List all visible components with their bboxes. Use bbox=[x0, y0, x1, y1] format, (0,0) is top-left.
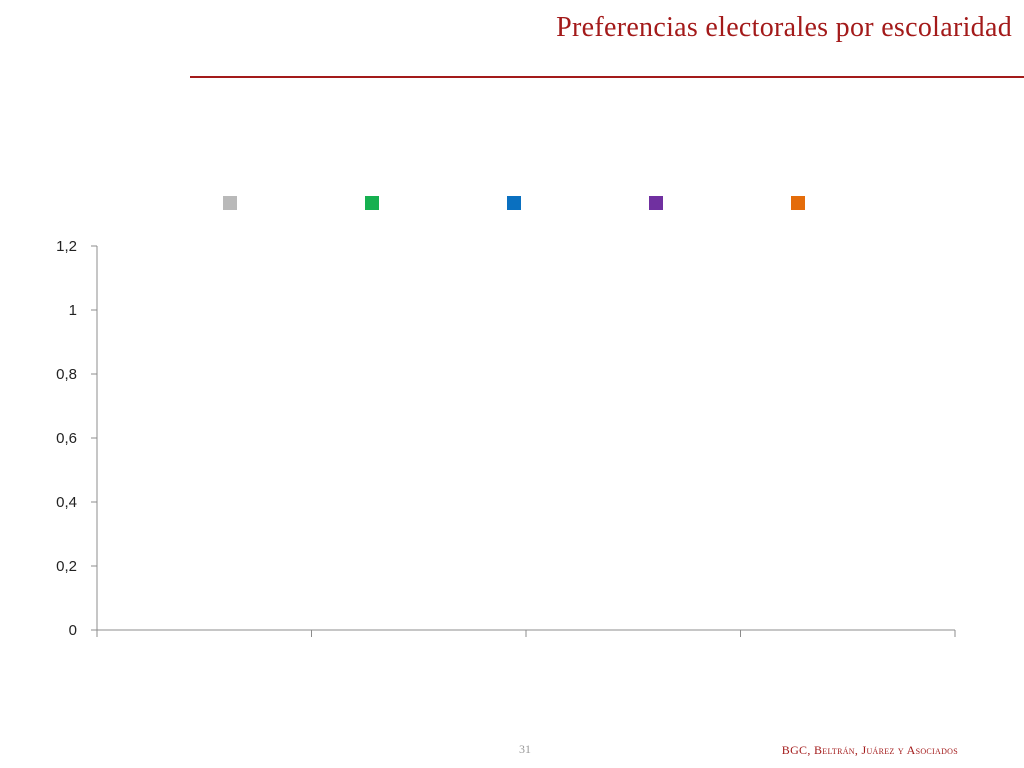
legend-marker bbox=[365, 196, 379, 210]
y-tick-label: 0,8 bbox=[56, 366, 77, 383]
y-tick-label: 1,2 bbox=[56, 238, 77, 255]
footer-brand: BGC, Beltrán, Juárez y Asociados bbox=[781, 743, 958, 757]
y-tick-label: 0,4 bbox=[56, 494, 77, 511]
y-tick-label: 1 bbox=[69, 302, 77, 319]
legend-marker bbox=[223, 196, 237, 210]
page-number: 31 bbox=[519, 742, 531, 756]
title-divider bbox=[190, 76, 1024, 78]
y-tick-label: 0,6 bbox=[56, 430, 77, 447]
y-tick-label: 0 bbox=[69, 622, 77, 639]
legend-marker bbox=[507, 196, 521, 210]
legend-marker bbox=[791, 196, 805, 210]
y-tick-label: 0,2 bbox=[56, 558, 77, 575]
slide-title: Preferencias electorales por escolaridad bbox=[556, 12, 1012, 43]
legend-marker bbox=[649, 196, 663, 210]
